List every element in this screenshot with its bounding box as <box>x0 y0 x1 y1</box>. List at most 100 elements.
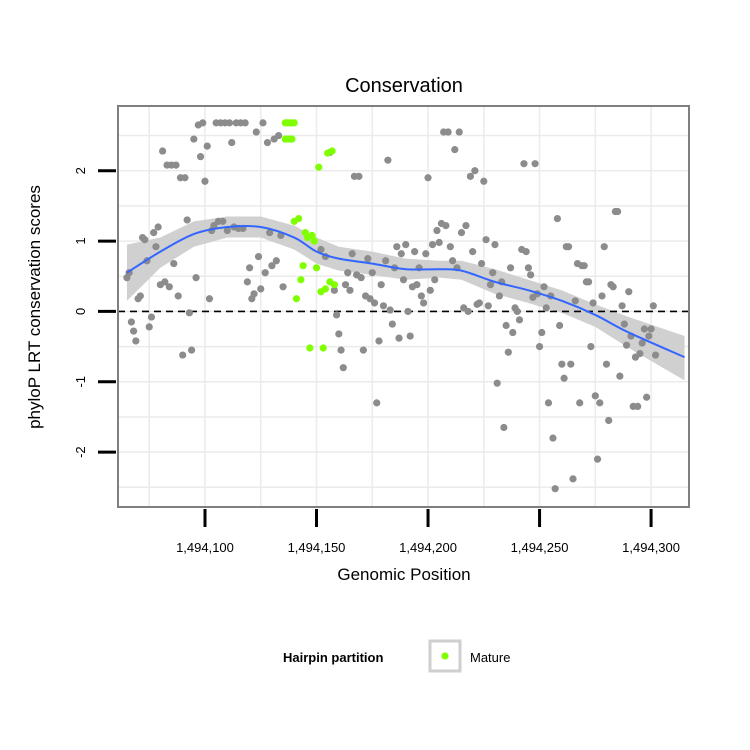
data-point <box>172 161 180 169</box>
data-point <box>188 346 196 354</box>
data-point <box>174 292 182 300</box>
y-tick-label: -1 <box>73 376 88 388</box>
data-point <box>192 274 200 282</box>
data-point <box>261 269 269 277</box>
data-point <box>448 257 457 265</box>
x-axis-title: Genomic Position <box>337 565 470 584</box>
data-point <box>386 306 394 314</box>
data-point <box>585 278 593 286</box>
data-point <box>384 156 392 164</box>
data-point <box>651 351 660 359</box>
data-point <box>132 337 140 345</box>
data-point <box>471 167 479 175</box>
data-point <box>165 283 173 291</box>
data-point <box>593 455 602 463</box>
data-point <box>500 423 508 432</box>
data-point <box>357 274 365 282</box>
points-mature <box>281 119 338 352</box>
x-tick-label: 1,494,150 <box>288 540 346 555</box>
data-point <box>475 299 483 307</box>
data-point <box>462 221 470 230</box>
data-point <box>397 250 405 258</box>
data-point <box>504 348 512 356</box>
data-point <box>266 229 274 237</box>
data-point <box>183 216 191 224</box>
points-other <box>123 119 660 493</box>
data-point <box>274 131 283 140</box>
plot-background <box>118 106 689 507</box>
data-point <box>196 153 205 161</box>
data-point <box>455 128 463 136</box>
data-point <box>596 399 604 407</box>
data-point <box>375 337 383 345</box>
data-point <box>493 379 501 387</box>
data-point <box>161 278 169 286</box>
data-point <box>469 248 477 256</box>
data-point <box>520 160 528 168</box>
x-tick-label: 1,494,250 <box>511 540 569 555</box>
data-point <box>332 311 341 319</box>
data-point <box>205 295 214 303</box>
data-point-mature <box>315 163 323 171</box>
y-axis: -2 -1 0 1 2 <box>73 167 116 458</box>
data-point <box>527 271 535 279</box>
data-point <box>634 402 642 410</box>
data-point <box>419 299 428 307</box>
data-point <box>330 286 338 294</box>
legend-title: Hairpin partition <box>283 650 383 665</box>
data-point <box>524 264 533 272</box>
data-point <box>152 243 160 251</box>
data-point <box>243 278 251 286</box>
data-point <box>647 325 655 333</box>
data-point <box>486 281 495 289</box>
data-point <box>411 248 419 256</box>
data-point <box>506 264 515 272</box>
data-point <box>147 313 156 321</box>
data-point <box>136 292 144 300</box>
data-point <box>150 229 158 237</box>
data-point <box>538 328 546 337</box>
data-point <box>489 269 497 277</box>
data-point <box>636 350 644 358</box>
data-point <box>484 302 492 310</box>
data-point <box>402 240 410 249</box>
data-point <box>364 255 372 263</box>
plot-panel <box>117 105 690 508</box>
data-point-mature <box>328 147 336 155</box>
data-point <box>413 281 421 289</box>
data-point <box>346 286 354 294</box>
data-point <box>368 269 376 277</box>
data-point <box>480 177 488 185</box>
data-point <box>154 223 162 231</box>
data-point <box>571 297 579 305</box>
x-tick-label: 1,494,200 <box>399 540 457 555</box>
data-point <box>466 172 475 180</box>
data-point-mature <box>321 285 330 293</box>
data-point-mature <box>299 262 307 270</box>
y-axis-title: phyloP LRT conservation scores <box>25 185 44 429</box>
data-point <box>344 269 352 277</box>
data-point <box>638 339 646 347</box>
data-point <box>622 341 631 349</box>
data-point <box>515 316 524 324</box>
data-point <box>591 392 599 400</box>
data-point <box>600 243 608 251</box>
data-point <box>426 286 434 294</box>
data-point <box>424 174 432 182</box>
data-point <box>339 364 347 372</box>
data-point <box>625 288 633 296</box>
data-point <box>225 119 234 127</box>
y-tick-label: 1 <box>73 237 88 244</box>
data-point <box>199 119 207 127</box>
data-point <box>377 281 385 289</box>
data-point <box>451 146 459 154</box>
data-point <box>531 160 539 168</box>
data-point <box>185 309 193 317</box>
data-point <box>509 328 517 337</box>
data-point-mature <box>308 231 316 240</box>
data-point <box>544 399 553 407</box>
data-point-mature <box>312 264 321 272</box>
data-point <box>373 399 381 407</box>
data-point <box>130 327 138 335</box>
data-point <box>457 229 466 237</box>
